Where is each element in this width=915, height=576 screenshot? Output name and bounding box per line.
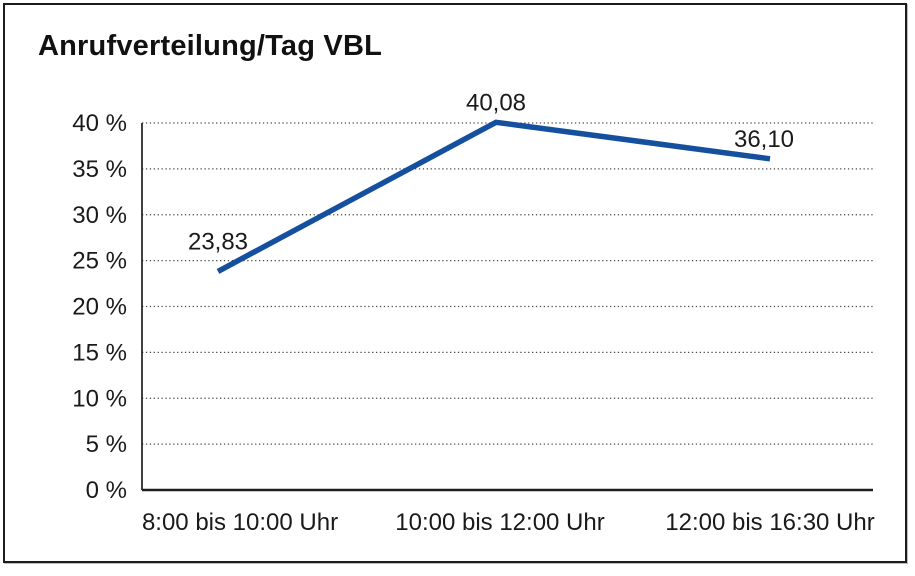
y-axis-tick-label: 0 % — [86, 477, 127, 504]
y-axis-tick-label: 5 % — [86, 431, 127, 458]
data-point-label: 23,83 — [188, 228, 248, 255]
y-axis-tick-label: 35 % — [72, 156, 127, 183]
y-axis-tick-label: 25 % — [72, 248, 127, 275]
data-point-label: 36,10 — [734, 126, 794, 153]
chart-frame — [3, 3, 907, 563]
chart-title: Anrufverteilung/Tag VBL — [38, 30, 383, 62]
y-axis-tick-label: 30 % — [72, 202, 127, 229]
data-series-line — [216, 119, 771, 274]
x-axis-tick-label: 8:00 bis 10:00 Uhr — [142, 509, 338, 536]
x-axis-tick-label: 12:00 bis 16:30 Uhr — [665, 509, 874, 536]
x-axis-tick-label: 10:00 bis 12:00 Uhr — [395, 509, 604, 536]
y-axis-tick-label: 40 % — [72, 110, 127, 137]
data-point-label: 40,08 — [466, 89, 526, 116]
y-axis-tick-label: 15 % — [72, 339, 127, 366]
y-axis-tick-label: 10 % — [72, 385, 127, 412]
y-axis-tick-label: 20 % — [72, 294, 127, 321]
